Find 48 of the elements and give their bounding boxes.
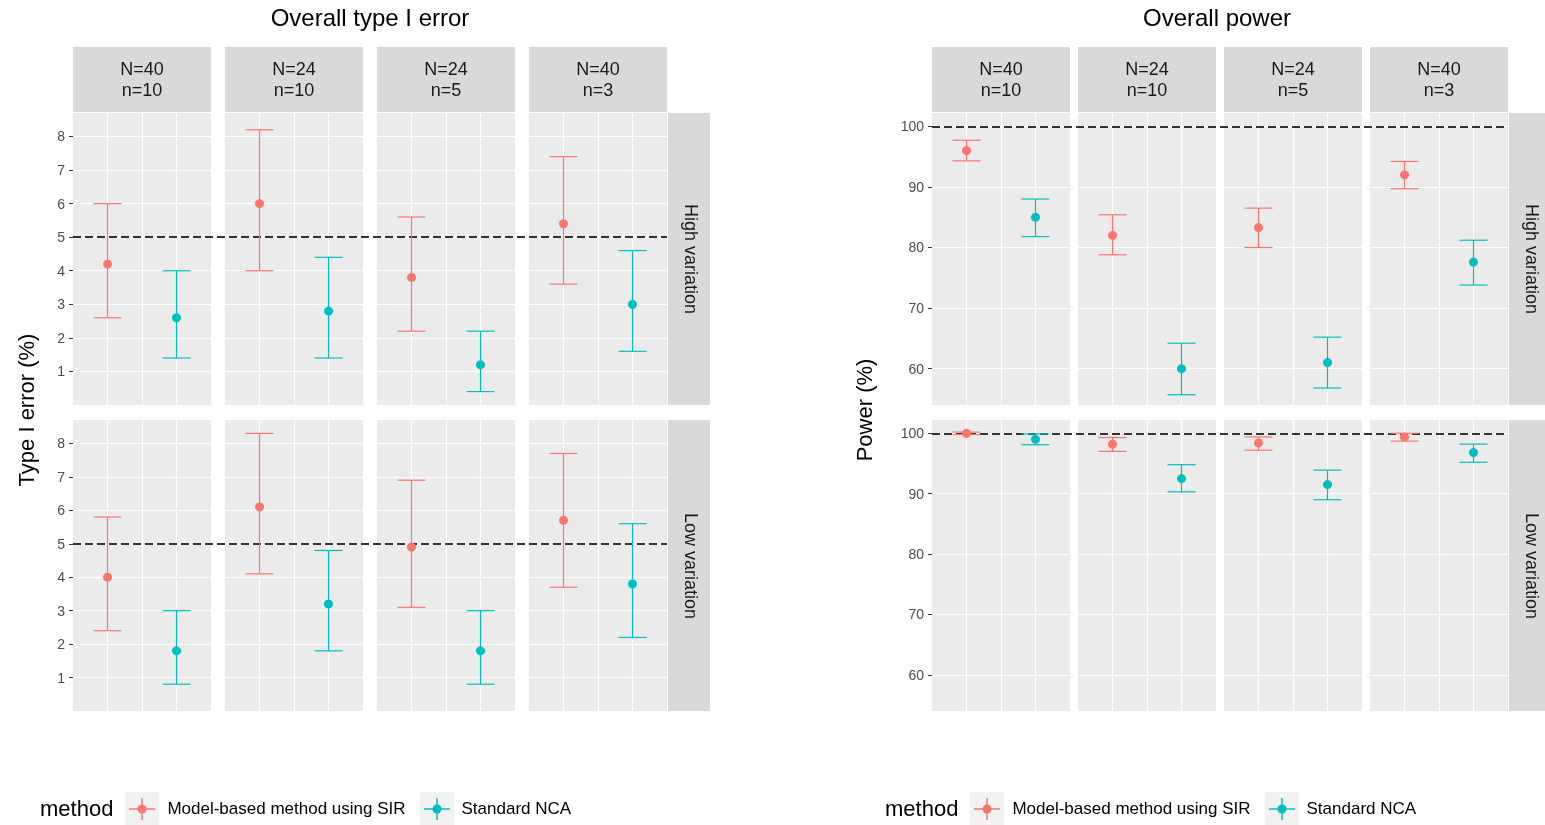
x-tick-label: N=24 n=5 <box>1224 47 1362 112</box>
x-tick-label: N=24 n=5 <box>377 47 515 112</box>
x-tick-label: N=24 n=10 <box>1078 47 1216 112</box>
y-tick-label: 2 <box>57 636 66 653</box>
y-axis-title: Power (%) <box>852 357 878 464</box>
y-tick-label: 100 <box>900 118 925 135</box>
strip-box: High variation <box>668 113 710 405</box>
y-tick-label: 6 <box>57 195 66 212</box>
y-tick-label: 70 <box>908 300 925 317</box>
legend-label: Model-based method using SIR <box>167 799 406 819</box>
chart-title: Overall power <box>1141 4 1293 32</box>
x-tick-label: N=40 n=10 <box>73 47 211 112</box>
legend-label: Standard NCA <box>1306 799 1417 819</box>
y-tick-label: 60 <box>908 666 925 683</box>
legend-title: method <box>885 796 959 822</box>
y-tick-label: 6 <box>57 502 66 519</box>
y-tick-label: 2 <box>57 329 66 346</box>
y-tick-label: 90 <box>908 485 925 502</box>
x-tick-label: N=40 n=10 <box>932 47 1070 112</box>
y-tick-label: 100 <box>900 425 925 442</box>
y-tick-label: 5 <box>57 535 66 552</box>
y-tick-label: 3 <box>57 296 66 313</box>
strip-box: High variation <box>1509 113 1545 405</box>
legend-title: method <box>40 796 114 822</box>
y-tick-label: 4 <box>57 569 66 586</box>
y-tick-label: 5 <box>57 229 66 246</box>
y-tick-label: 90 <box>908 178 925 195</box>
y-tick-label: 80 <box>908 239 925 256</box>
y-tick-label: 70 <box>908 606 925 623</box>
y-tick-label: 4 <box>57 262 66 279</box>
y-tick-label: 1 <box>57 363 66 380</box>
y-tick-label: 80 <box>908 546 925 563</box>
x-tick-label: N=24 n=10 <box>225 47 363 112</box>
chart-title: Overall type I error <box>269 4 471 32</box>
y-axis-title: Type I error (%) <box>14 332 40 489</box>
x-tick-label: N=40 n=3 <box>529 47 667 112</box>
y-tick-label: 7 <box>57 162 66 179</box>
strip-box: Low variation <box>668 420 710 711</box>
y-tick-label: 1 <box>57 669 66 686</box>
y-tick-label: 8 <box>57 128 66 145</box>
strip-box: Low variation <box>1509 420 1545 711</box>
y-tick-label: 8 <box>57 435 66 452</box>
y-tick-label: 7 <box>57 468 66 485</box>
y-tick-label: 60 <box>908 360 925 377</box>
y-tick-label: 3 <box>57 602 66 619</box>
legend-label: Standard NCA <box>461 799 572 819</box>
legend-label: Model-based method using SIR <box>1012 799 1251 819</box>
x-tick-label: N=40 n=3 <box>1370 47 1508 112</box>
